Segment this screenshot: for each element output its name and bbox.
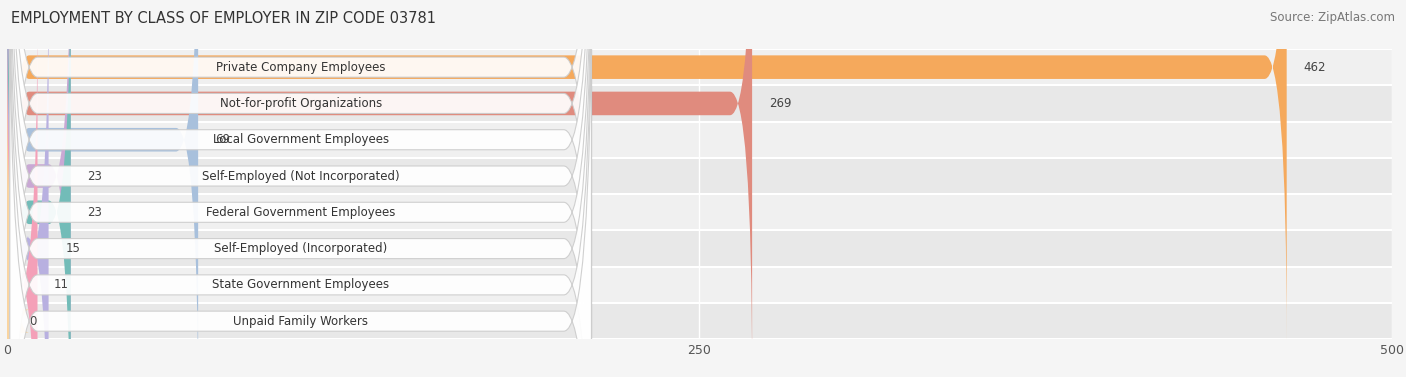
Bar [7,85,1392,121]
Text: Private Company Employees: Private Company Employees [217,61,385,74]
Bar [7,194,1392,230]
Text: Not-for-profit Organizations: Not-for-profit Organizations [219,97,382,110]
Text: 23: 23 [87,206,103,219]
FancyBboxPatch shape [7,0,70,377]
FancyBboxPatch shape [0,43,30,377]
FancyBboxPatch shape [7,0,49,377]
FancyBboxPatch shape [7,0,198,377]
Bar [7,49,1392,85]
Bar [7,121,1392,158]
Text: 0: 0 [30,315,37,328]
Text: Source: ZipAtlas.com: Source: ZipAtlas.com [1270,11,1395,24]
Text: State Government Employees: State Government Employees [212,278,389,291]
Text: Unpaid Family Workers: Unpaid Family Workers [233,315,368,328]
Bar [7,230,1392,267]
Text: 462: 462 [1303,61,1326,74]
Text: Local Government Employees: Local Government Employees [212,133,388,146]
Text: 23: 23 [87,170,103,182]
FancyBboxPatch shape [10,0,592,377]
Bar [7,267,1392,303]
Bar [7,158,1392,194]
Text: 69: 69 [215,133,229,146]
FancyBboxPatch shape [10,0,592,377]
FancyBboxPatch shape [7,0,70,377]
Bar [7,303,1392,339]
FancyBboxPatch shape [10,0,592,377]
FancyBboxPatch shape [10,0,592,377]
Text: 15: 15 [65,242,80,255]
Text: Self-Employed (Incorporated): Self-Employed (Incorporated) [214,242,387,255]
FancyBboxPatch shape [10,0,592,377]
FancyBboxPatch shape [7,0,752,377]
Text: 269: 269 [769,97,792,110]
FancyBboxPatch shape [7,0,1286,346]
Text: EMPLOYMENT BY CLASS OF EMPLOYER IN ZIP CODE 03781: EMPLOYMENT BY CLASS OF EMPLOYER IN ZIP C… [11,11,436,26]
FancyBboxPatch shape [10,0,592,377]
FancyBboxPatch shape [7,6,38,377]
Text: 11: 11 [53,278,69,291]
FancyBboxPatch shape [10,0,592,377]
FancyBboxPatch shape [10,0,592,377]
Text: Self-Employed (Not Incorporated): Self-Employed (Not Incorporated) [202,170,399,182]
Text: Federal Government Employees: Federal Government Employees [205,206,395,219]
